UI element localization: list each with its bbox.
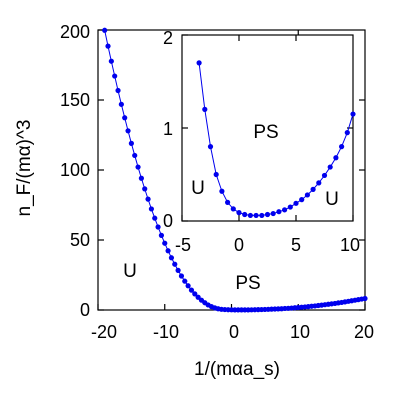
main-x-tick-label: 10 [290,322,310,342]
main-data-point-7 [125,128,131,134]
main-data-point-24 [182,278,188,284]
inset-data-point-3 [213,171,219,178]
inset-data-point-17 [293,200,299,206]
inset-data-point-22 [321,172,328,179]
main-region-label-ps: PS [235,273,260,294]
main-region-label-u: U [123,261,137,282]
main-x-tick-label: 20 [354,322,374,342]
inset-data-point-21 [316,180,322,186]
inset-data-point-9 [247,212,253,219]
main-x-tick-label: -20 [91,322,117,342]
inset-data-point-11 [259,212,265,219]
inset-data-point-10 [253,212,259,219]
inset-x-tick-labels: -5 0 5 10 [175,235,360,255]
main-data-point-6 [122,115,128,121]
main-data-point-10 [135,164,141,170]
main-data-point-16 [155,224,161,230]
inset-data-point-8 [242,211,248,218]
inset-data-point-6 [230,206,236,212]
main-data-point-15 [152,215,158,221]
main-data-point-2 [108,58,114,64]
main-y-tick-label: 100 [60,160,90,180]
main-data-point-27 [192,291,198,297]
inset-data-point-13 [270,210,276,217]
inset-data-point-7 [236,210,242,216]
inset-region-label-u-left: U [191,178,205,199]
inset-x-tick-label: 0 [234,235,244,255]
y-axis-label-text: n_F/(mα)^3 [14,120,35,217]
inset-region-label-ps: PS [253,122,278,143]
inset-data-point-27 [350,111,356,117]
main-data-point-23 [178,273,185,279]
inset-x-ticks [181,35,354,221]
inset-data-point-0 [196,60,202,66]
inset-series-line [198,62,354,216]
inset-y-tick-label: 0 [163,211,173,231]
inset-data-point-12 [264,211,271,218]
main-x-tick-labels: -20 -10 0 10 20 [91,322,374,342]
main-y-ticks [98,29,365,311]
inset-data-point-25 [339,144,345,150]
main-data-point-28 [195,294,201,300]
main-data-point-5 [118,101,124,107]
main-series-points [102,27,368,313]
inset-x-tick-label: 5 [291,235,301,255]
main-x-tick-label: -10 [153,322,179,342]
inset-region-label-u-right: U [325,189,339,210]
inset-y-tick-labels: 0 1 2 [163,28,173,231]
inset-data-point-23 [327,164,333,170]
main-y-tick-label: 150 [60,90,90,110]
x-axis-label-text: 1/(mαa_s) [194,359,280,380]
inset-data-point-18 [299,197,305,203]
inset-data-point-14 [276,209,282,215]
main-y-tick-label: 0 [80,300,90,320]
main-data-point-9 [132,152,138,159]
x-axis-label: 1/(mαa_s) [194,359,280,380]
inset-series-points [196,60,356,219]
inset-data-point-16 [287,204,293,210]
main-data-point-12 [142,186,148,192]
inset-data-point-20 [310,186,316,192]
inset-data-point-1 [202,106,208,112]
inset-data-point-26 [344,130,350,136]
main-y-tick-label: 50 [70,230,90,250]
main-data-point-22 [175,267,181,273]
inset-chart: 0 1 2 -5 0 5 10 PS U U [163,28,360,255]
inset-data-point-15 [282,207,288,213]
main-data-point-78 [362,295,368,302]
main-data-point-1 [105,43,111,49]
inset-data-point-2 [207,144,214,150]
inset-data-point-24 [333,155,339,161]
main-data-point-26 [188,287,195,293]
inset-x-tick-label: -5 [175,235,191,255]
inset-y-tick-label: 2 [163,28,173,48]
main-data-point-19 [165,248,171,254]
main-data-point-14 [148,206,154,212]
inset-plot-frame [181,34,354,222]
main-data-point-8 [128,140,134,146]
main-data-point-18 [162,240,168,246]
main-data-point-25 [185,283,191,289]
main-data-point-11 [138,175,144,181]
main-data-point-13 [145,196,151,202]
main-data-point-4 [115,87,121,94]
inset-data-point-19 [304,192,310,198]
main-y-tick-labels: 0 50 100 150 200 [60,22,90,320]
main-y-tick-label: 200 [60,22,90,42]
inset-data-point-5 [225,199,231,205]
y-axis-label: n_F/(mα)^3 [14,120,35,217]
main-data-point-20 [168,255,175,261]
main-data-point-0 [102,27,108,33]
main-data-point-3 [112,73,118,79]
inset-y-tick-label: 1 [163,119,173,139]
inset-x-tick-label: 10 [340,235,360,255]
inset-y-ticks [182,34,353,222]
main-data-point-21 [172,261,178,267]
main-x-tick-label: 0 [229,322,239,342]
main-data-point-17 [158,232,165,238]
inset-data-point-4 [219,188,225,194]
